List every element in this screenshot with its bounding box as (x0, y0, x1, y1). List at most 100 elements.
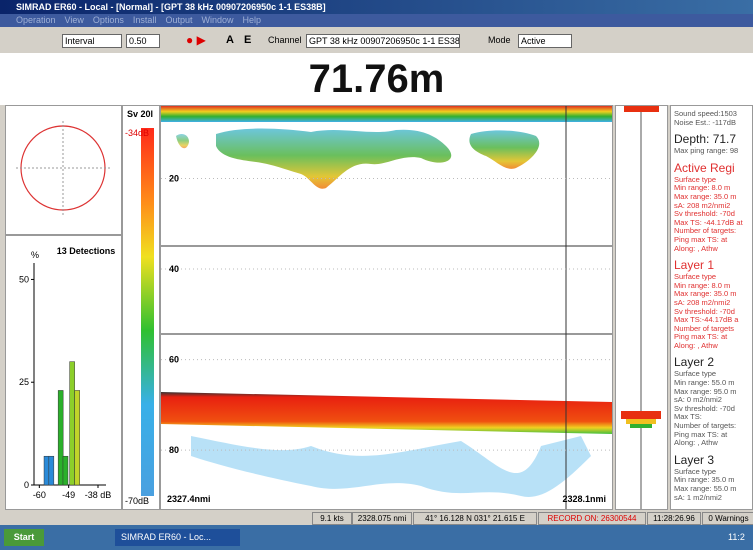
info-line: Surface type (674, 272, 717, 282)
depth-readout: 71.76m (0, 53, 753, 105)
y-tick-label: 0 (24, 480, 29, 490)
record-icon[interactable]: ● ▶ (186, 33, 206, 47)
button-a[interactable]: A (226, 34, 234, 46)
info-line: Ping max TS: at (674, 429, 728, 439)
mode-label: Mode (488, 35, 511, 45)
taskbar: Start SIMRAD ER60 - Loc... 11:2 (0, 525, 753, 550)
info-line: Max TS: (674, 412, 702, 422)
section-title: Depth: 71.7 (674, 132, 737, 147)
ping-strip (615, 105, 668, 510)
beam-view (16, 121, 110, 215)
depth-label: 80 (169, 445, 179, 455)
x-tick-label: -60 (33, 490, 46, 500)
info-line: Along: , Athw (674, 438, 718, 448)
status-cell: 41° 16.128 N 031° 21.615 E (413, 512, 537, 525)
info-line: Number of targets: (674, 421, 737, 431)
info-line: Max range: 55.0 m (674, 484, 737, 493)
info-line: Sv threshold: -70d (674, 403, 735, 413)
info-line: Number of targets (674, 323, 735, 333)
info-line: Surface type (674, 174, 717, 184)
depth-label: 60 (169, 355, 179, 365)
spacer (674, 502, 749, 507)
info-line: Max range: 35.0 m (674, 289, 737, 299)
info-panel: Sound speed:1503 Noise Est.: -117dB Depth:… (670, 105, 753, 510)
scale-title: Sv 20l (127, 109, 153, 119)
start-distance: 2327.4nmi (167, 494, 211, 504)
status-cell: 11:28:26.96 (647, 512, 701, 525)
histogram-title: 13 Detections (57, 246, 116, 256)
menu-item[interactable]: Output (165, 15, 193, 25)
info-line: Min range: 8.0 m (674, 183, 731, 193)
status-bar: 9.1 kts 2328.075 nmi 41° 16.128 N 031° 21.… (0, 510, 753, 525)
histogram: 13 Detections % 0 25 50 -60 -49 -38 dB (19, 246, 116, 500)
toolbar: Interval 0.50 A E Channel GPT 38 kHz 009… (0, 27, 753, 54)
section-title: Active Regi (674, 160, 735, 175)
channel-label: Channel (268, 35, 302, 45)
interval-input[interactable]: 0.50 (126, 34, 160, 48)
info-line: Noise Est.: -117dB (674, 117, 736, 127)
menu-item[interactable]: Options (92, 15, 124, 25)
y-tick-label: 50 (19, 274, 29, 284)
y-unit: % (31, 250, 39, 260)
section-title: Layer 2 (674, 355, 715, 370)
task-button[interactable]: SIMRAD ER60 - Loc... (115, 529, 240, 546)
info-line: Max TS:-44.17dB a (674, 315, 739, 325)
bar (62, 455, 69, 486)
info-line: Along: , Athw (674, 340, 718, 350)
info-line: Max ping range: 98 (674, 146, 739, 156)
x-tick-label: -38 dB (85, 490, 112, 500)
menu-item[interactable]: Help (242, 15, 261, 25)
x-tick-label: -49 (62, 490, 75, 500)
mode-select[interactable]: Active (518, 34, 572, 48)
menu-item[interactable]: Operation (16, 15, 56, 25)
info-line: Min range: 35.0 m (674, 475, 735, 485)
scale-bottom: -70dB (125, 496, 149, 506)
clock: 11:2 (728, 532, 745, 542)
end-distance: 2328.1nmi (562, 494, 606, 504)
info-line: sA: 208 m2/nmi2 (674, 297, 731, 307)
info-line: Sound speed:1503 (674, 109, 737, 118)
info-line: Ping max TS: at (674, 234, 728, 244)
status-cell: 9.1 kts (312, 512, 352, 525)
info-line: Min range: 55.0 m (674, 378, 735, 388)
bar (43, 455, 50, 486)
menu-bar: Operation View Options Install Output Window H… (0, 14, 753, 27)
info-line: Sv threshold: -70d (674, 209, 735, 219)
status-cell: 2328.075 nmi (352, 512, 412, 525)
channel-select[interactable]: GPT 38 kHz 00907206950c 1-1 ES38B (306, 34, 460, 48)
start-button[interactable]: Start (4, 529, 44, 546)
info-line: Min range: 8.0 m (674, 280, 731, 290)
section-title: Layer 1 (674, 258, 715, 273)
info-line: Max range: 35.0 m (674, 191, 737, 201)
beam-panel (5, 105, 122, 235)
info-line: sA: 0 m2/nmi2 (674, 395, 722, 405)
info-line: Max TS: -44.17dB at (674, 217, 743, 227)
bar (74, 390, 80, 486)
info-line: sA: 208 m2/nmi2 (674, 200, 731, 210)
y-tick-label: 25 (19, 377, 29, 387)
title-bar: SIMRAD ER60 - Local - [Normal] - [GPT 38… (0, 0, 753, 14)
info-line: sA: 1 m2/nmi2 (674, 492, 722, 502)
info-line: Ping max TS: at (674, 332, 728, 342)
section-title: Layer 3 (674, 452, 715, 467)
info-line: Sv threshold: -70d (674, 306, 735, 316)
status-cell: 0 Warnings (702, 512, 753, 525)
menu-item[interactable]: Install (132, 15, 157, 25)
bar (69, 361, 75, 486)
ping-view (621, 106, 661, 509)
menu-item[interactable]: View (64, 15, 84, 25)
bar (48, 455, 55, 486)
bar (57, 390, 64, 486)
info-line: Along: , Athw (674, 243, 718, 253)
echogram-panel: 2327.4nmi 2328.1nmi 20 40 60 80 (160, 105, 613, 510)
color-scale-bar: Sv 20l -34dB -70dB (125, 109, 154, 506)
status-cell: RECORD ON: 26300544 (538, 512, 646, 525)
info-line: Surface type (674, 369, 717, 379)
depth-label: 20 (169, 173, 179, 183)
mode-select[interactable]: Interval (62, 34, 122, 48)
button-e[interactable]: E (244, 34, 252, 46)
menu-item[interactable]: Window (201, 15, 234, 25)
scale-top: -34dB (125, 128, 149, 138)
depth-label: 40 (169, 264, 179, 274)
